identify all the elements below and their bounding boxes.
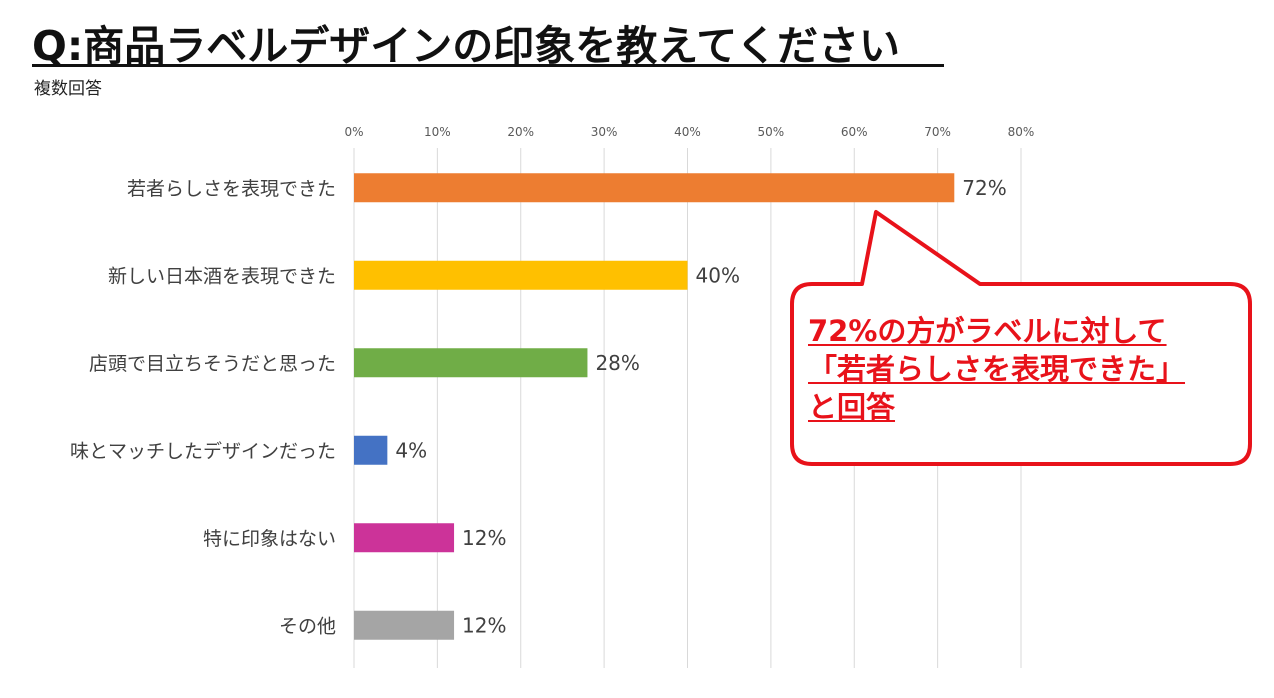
chart-subtitle: 複数回答 bbox=[34, 79, 102, 99]
x-tick-label: 0% bbox=[344, 125, 363, 139]
x-tick-label: 70% bbox=[924, 125, 951, 139]
category-label: 店頭で目立ちそうだと思った bbox=[89, 353, 336, 375]
callout-shape bbox=[790, 210, 1252, 466]
callout-line-2: 「若者らしさを表現できた」 bbox=[808, 352, 1186, 386]
x-tick-label: 60% bbox=[841, 125, 868, 139]
bar bbox=[354, 435, 388, 465]
bar bbox=[354, 173, 955, 203]
data-label: 4% bbox=[395, 438, 427, 462]
bar bbox=[354, 260, 688, 290]
x-tick-label: 20% bbox=[507, 125, 534, 139]
category-label: 特に印象はない bbox=[203, 528, 336, 550]
bar bbox=[354, 610, 455, 640]
x-tick-label: 80% bbox=[1008, 125, 1035, 139]
data-label: 72% bbox=[962, 176, 1006, 200]
x-tick-label: 40% bbox=[674, 125, 701, 139]
category-label: 若者らしさを表現できた bbox=[127, 178, 336, 200]
callout-text: 72%の方がラベルに対して 「若者らしさを表現できた」 と回答 bbox=[808, 312, 1228, 426]
title-underline bbox=[32, 64, 944, 67]
bar bbox=[354, 348, 588, 378]
bar bbox=[354, 523, 455, 553]
category-label: 新しい日本酒を表現できた bbox=[108, 265, 336, 287]
x-tick-label: 10% bbox=[424, 125, 451, 139]
x-tick-label: 30% bbox=[591, 125, 618, 139]
data-label: 12% bbox=[462, 526, 506, 550]
page-title: Q:商品ラベルデザインの印象を教えてください bbox=[32, 22, 900, 70]
data-label: 40% bbox=[696, 263, 740, 287]
callout-line-3: と回答 bbox=[808, 390, 896, 424]
callout-line-1: 72%の方がラベルに対して bbox=[808, 314, 1167, 348]
data-label: 12% bbox=[462, 613, 506, 637]
x-tick-label: 50% bbox=[758, 125, 785, 139]
category-label: その他 bbox=[279, 615, 336, 637]
category-label: 味とマッチしたデザインだった bbox=[70, 440, 336, 462]
data-label: 28% bbox=[595, 351, 639, 375]
